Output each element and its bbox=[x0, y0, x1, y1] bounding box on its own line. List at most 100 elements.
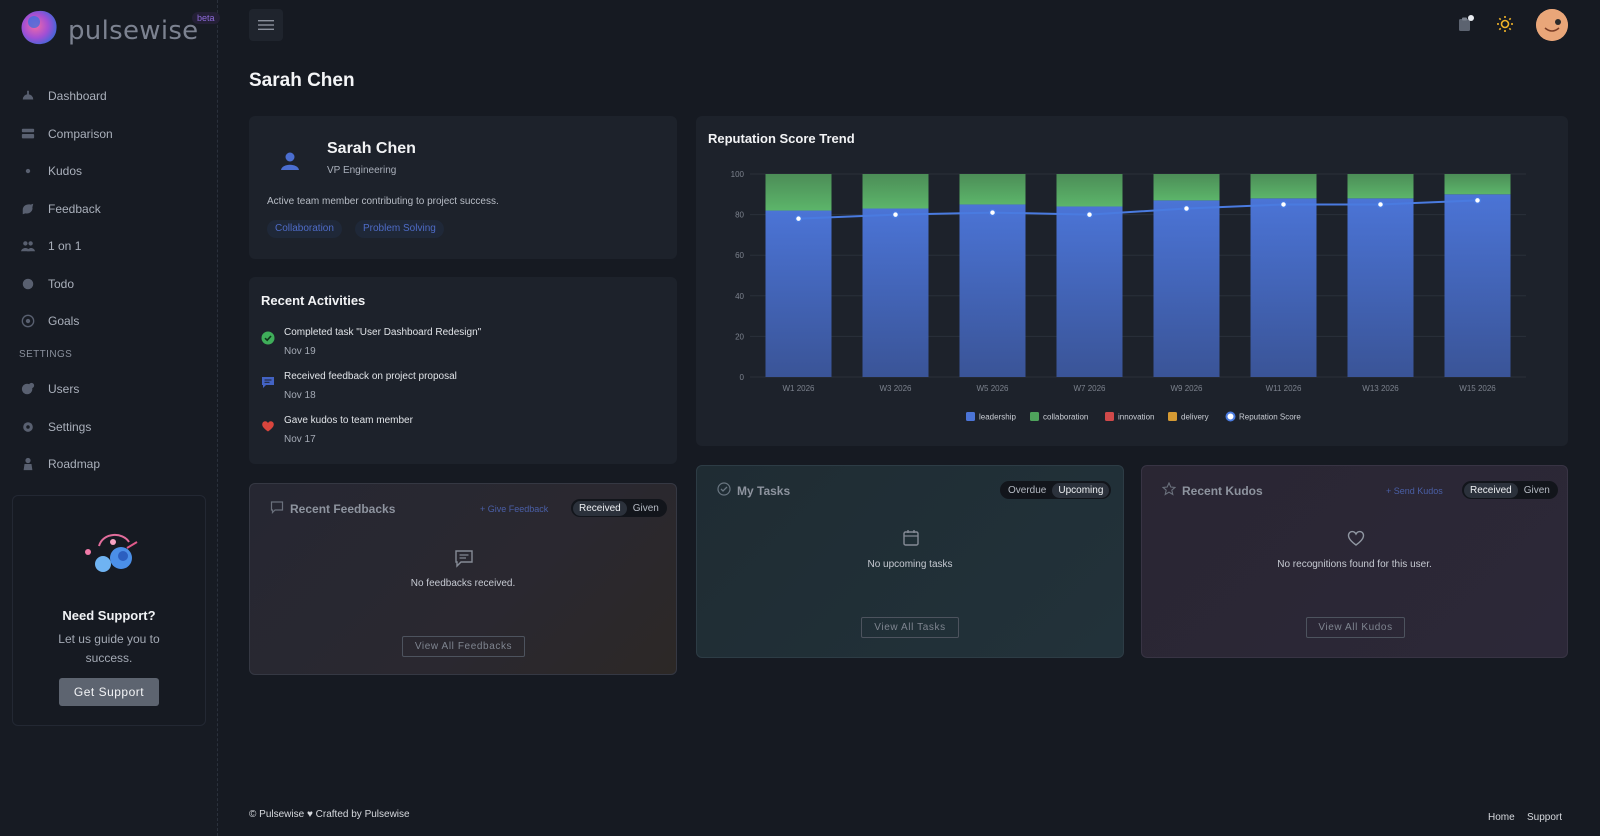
app-name: pulsewise bbox=[68, 16, 199, 46]
notifications-button[interactable] bbox=[1455, 14, 1475, 34]
feedback-toggle: Received Given bbox=[571, 499, 667, 517]
footer-home-link[interactable]: Home bbox=[1488, 812, 1515, 823]
toggle-given[interactable]: Given bbox=[632, 502, 659, 514]
sidebar-item-label: Settings bbox=[48, 419, 92, 434]
x-tick-label: W15 2026 bbox=[1459, 384, 1496, 393]
toggle-upcoming[interactable]: Upcoming bbox=[1052, 482, 1110, 498]
legend-swatch bbox=[1168, 412, 1177, 421]
profile-card: Sarah Chen VP Engineering Active team me… bbox=[249, 116, 677, 259]
legend-swatch bbox=[1105, 412, 1114, 421]
legend-label: collaboration bbox=[1043, 413, 1088, 422]
kudos-toggle: Received Given bbox=[1462, 481, 1558, 499]
sidebar-item-roadmap[interactable]: Roadmap bbox=[20, 452, 200, 476]
activity-item: Completed task "User Dashboard Redesign"… bbox=[261, 327, 661, 363]
reputation-score-point bbox=[1473, 196, 1482, 205]
footer-credit: © Pulsewise ♥ Crafted by Pulsewise bbox=[249, 809, 410, 820]
sidebar-item-comparison[interactable]: Comparison bbox=[20, 122, 200, 146]
settings-icon bbox=[20, 419, 36, 435]
sidebar-item-label: Dashboard bbox=[48, 89, 107, 103]
footer-support-link[interactable]: Support bbox=[1527, 812, 1563, 823]
x-tick-label: W1 2026 bbox=[782, 384, 815, 393]
toggle-received[interactable]: Received bbox=[1464, 482, 1518, 498]
legend-label: innovation bbox=[1118, 413, 1154, 422]
bar-leadership bbox=[1153, 200, 1220, 377]
user-avatar[interactable] bbox=[1536, 9, 1568, 41]
app-logo[interactable]: pulsewise beta bbox=[18, 8, 220, 48]
view-all-feedbacks-button[interactable]: View All Feedbacks bbox=[402, 636, 525, 657]
profile-tag: Collaboration bbox=[267, 220, 342, 238]
sidebar-item-todo[interactable]: Todo bbox=[20, 272, 200, 296]
give-feedback-link[interactable]: + Give Feedback bbox=[480, 504, 549, 514]
avatar-face-icon bbox=[1536, 9, 1568, 41]
bar-leadership bbox=[765, 210, 832, 377]
sidebar-item-label: Goals bbox=[48, 314, 80, 328]
legend-label: leadership bbox=[979, 413, 1016, 422]
send-kudos-link[interactable]: + Send Kudos bbox=[1386, 486, 1443, 496]
comment-icon bbox=[270, 501, 284, 514]
sidebar-item-1-on-1[interactable]: 1 on 1 bbox=[20, 234, 200, 258]
tasks-toggle: Overdue Upcoming bbox=[1000, 481, 1112, 499]
my-tasks-title: My Tasks bbox=[737, 484, 791, 498]
reputation-score-point bbox=[988, 208, 997, 217]
sidebar-item-users[interactable]: Users bbox=[20, 377, 200, 401]
bar-collaboration bbox=[1250, 174, 1317, 199]
x-tick-label: W5 2026 bbox=[976, 384, 1009, 393]
bar-leadership bbox=[1347, 198, 1414, 377]
reputation-score-point bbox=[1279, 200, 1288, 209]
view-all-tasks-button[interactable]: View All Tasks bbox=[861, 617, 959, 638]
toggle-given[interactable]: Given bbox=[1523, 484, 1550, 496]
menu-toggle-button[interactable] bbox=[249, 9, 283, 41]
sidebar-item-kudos[interactable]: Kudos bbox=[20, 159, 200, 183]
hamburger-icon bbox=[258, 20, 274, 30]
check-circle-icon bbox=[261, 331, 275, 345]
person-icon bbox=[281, 152, 299, 170]
sidebar-item-feedback[interactable]: Feedback bbox=[20, 197, 200, 221]
people-icon bbox=[20, 238, 36, 254]
profile-tag: Problem Solving bbox=[355, 220, 444, 238]
recent-activities-title: Recent Activities bbox=[261, 293, 366, 308]
bar-leadership bbox=[1250, 198, 1317, 377]
theme-toggle-button[interactable] bbox=[1495, 14, 1515, 34]
heart-outline-icon bbox=[1347, 530, 1365, 546]
y-tick-label: 40 bbox=[735, 292, 744, 301]
y-tick-label: 80 bbox=[735, 211, 744, 220]
recent-feedbacks-title: Recent Feedbacks bbox=[290, 502, 396, 516]
sidebar-item-dashboard[interactable]: Dashboard bbox=[20, 84, 200, 108]
bar-collaboration bbox=[1153, 174, 1220, 201]
profile-description: Active team member contributing to proje… bbox=[267, 196, 499, 207]
message-icon bbox=[262, 377, 274, 388]
x-tick-label: W3 2026 bbox=[879, 384, 912, 393]
bar-leadership bbox=[959, 204, 1026, 377]
sidebar-item-goals[interactable]: Goals bbox=[20, 309, 200, 333]
reputation-score-point bbox=[1376, 200, 1385, 209]
profile-name: Sarah Chen bbox=[327, 140, 416, 157]
kudos-icon bbox=[20, 163, 36, 179]
toggle-received[interactable]: Received bbox=[573, 500, 627, 516]
support-title: Need Support? bbox=[62, 608, 156, 623]
legend-label: Reputation Score bbox=[1239, 413, 1301, 422]
recent-kudos-card: Recent Kudos + Send Kudos Received Given… bbox=[1141, 465, 1568, 658]
legend-swatch bbox=[966, 412, 975, 421]
bar-collaboration bbox=[862, 174, 929, 209]
y-tick-label: 0 bbox=[740, 373, 745, 382]
view-all-kudos-button[interactable]: View All Kudos bbox=[1306, 617, 1405, 638]
logo-icon bbox=[21, 10, 57, 45]
y-tick-label: 100 bbox=[731, 170, 745, 179]
reputation-score-point bbox=[891, 210, 900, 219]
get-support-button[interactable]: Get Support bbox=[59, 678, 159, 706]
sidebar: pulsewise beta Dashboard Comparison Kudos F… bbox=[0, 0, 220, 836]
bar-leadership bbox=[1444, 194, 1511, 377]
bar-leadership bbox=[1056, 206, 1123, 377]
x-tick-label: W7 2026 bbox=[1073, 384, 1106, 393]
sidebar-item-label: Feedback bbox=[48, 201, 101, 216]
sidebar-item-settings[interactable]: Settings bbox=[20, 415, 200, 439]
check-circle-outline-icon bbox=[717, 482, 731, 496]
settings-heading: SETTINGS bbox=[19, 349, 73, 360]
todo-icon bbox=[20, 276, 36, 292]
toggle-overdue[interactable]: Overdue bbox=[1008, 484, 1047, 496]
beta-badge: beta bbox=[192, 12, 220, 24]
sidebar-item-label: Comparison bbox=[48, 126, 113, 141]
goals-icon bbox=[20, 313, 36, 329]
bar-collaboration bbox=[1444, 174, 1511, 195]
legend-swatch bbox=[1030, 412, 1039, 421]
